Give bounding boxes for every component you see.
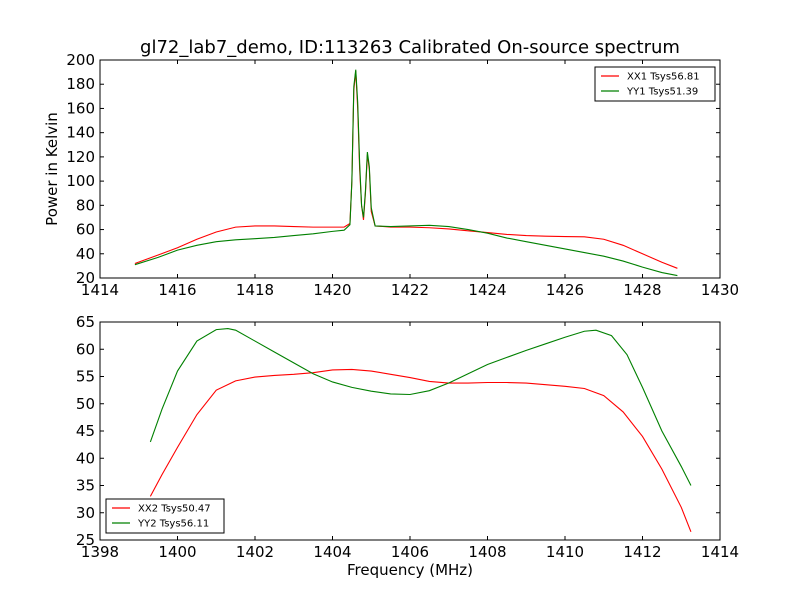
y-tick-label: 35 [76,477,95,495]
series-line-xx2 [149,368,692,533]
y-tick-label: 30 [76,504,95,522]
x-tick-label: 1416 [158,281,196,299]
y-tick-label: 20 [76,269,95,287]
y-tick-label: 40 [76,245,95,263]
legend-label: XX1 Tsys56.81 [627,72,700,83]
legend-label: YY2 Tsys56.11 [137,519,209,530]
x-tick-label: 1412 [623,543,661,561]
x-axis-label: Frequency (MHz) [347,561,473,579]
y-tick-label: 25 [76,531,95,549]
x-tick-label: 1398 [81,543,119,561]
chart-title: gl72_lab7_demo, ID:113263 Calibrated On-… [140,37,680,58]
legend-box [594,66,716,102]
y-tick-label: 65 [76,313,95,331]
x-tick-label: 1410 [546,543,584,561]
x-tick-label: 1428 [623,281,661,299]
x-tick-label: 1402 [236,543,274,561]
x-tick-label: 1406 [391,543,429,561]
y-tick-label: 50 [76,395,95,413]
y-tick-label: 45 [76,422,95,440]
y-tick-label: 55 [76,368,95,386]
x-tick-label: 1420 [313,281,351,299]
top-spectrum-panel: 1414 1416 1418 1420 1422 1424 1426 1428 1430 20 40… [43,51,739,299]
x-tick-label: 1414 [81,281,119,299]
y-tick-label: 200 [66,51,95,69]
x-tick-label: 1404 [313,543,351,561]
y-tick-label: 80 [76,196,95,214]
x-tick-label: 1424 [468,281,506,299]
y-tick-label: 60 [76,340,95,358]
x-tick-label: 1418 [236,281,274,299]
x-tick-label: 1426 [546,281,584,299]
legend-label: YY1 Tsys51.39 [626,87,698,98]
series-line-yy1 [134,69,678,277]
x-tick-label: 1430 [701,281,739,299]
bottom-spectrum-panel: 1398 1400 1402 1404 1406 1408 1410 1412 1414 25 30… [76,313,739,579]
series-line-yy2 [149,327,692,486]
legend-label: XX2 Tsys50.47 [138,504,211,515]
y-tick-label: 180 [66,75,95,93]
legend: XX1 Tsys56.81 YY1 Tsys51.39 [594,66,716,102]
y-axis-label: Power in Kelvin [43,112,61,226]
legend-box [105,498,225,534]
y-tick-label: 120 [66,148,95,166]
y-tick-label: 40 [76,449,95,467]
y-tick-label: 100 [66,172,95,190]
y-tick-label: 140 [66,124,95,142]
y-tick-label: 160 [66,99,95,117]
x-tick-label: 1400 [158,543,196,561]
x-tick-label: 1422 [391,281,429,299]
x-tick-label: 1414 [701,543,739,561]
legend: XX2 Tsys50.47 YY2 Tsys56.11 [105,498,225,534]
y-tick-label: 60 [76,221,95,239]
x-tick-label: 1408 [468,543,506,561]
